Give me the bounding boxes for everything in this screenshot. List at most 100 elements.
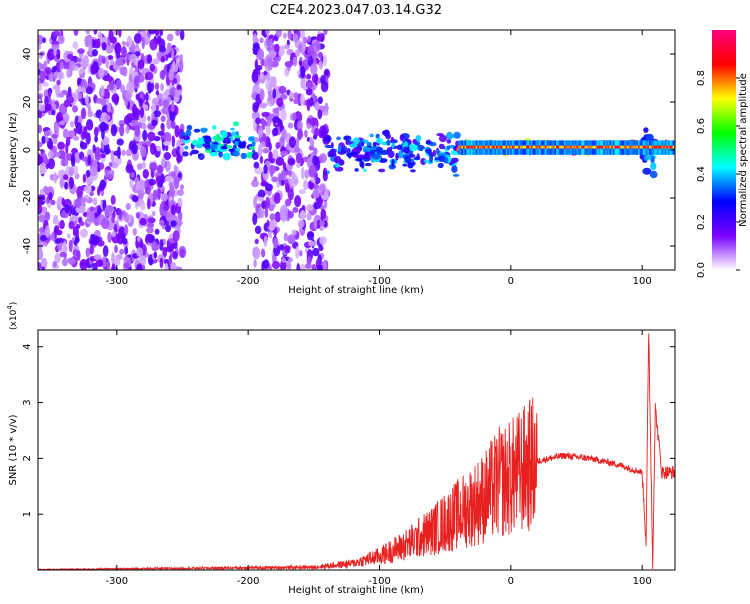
spectrogram-ridge [603, 145, 606, 149]
spectrogram-ridge [554, 145, 557, 149]
spectrogram-cell [265, 30, 270, 36]
spectrogram-cell [106, 75, 113, 82]
spectrogram-cell [143, 34, 148, 42]
spectrogram-cell [114, 245, 118, 254]
y-tick-label: -40 [22, 238, 33, 254]
spectrogram-cell [170, 261, 177, 270]
spectrogram-cell [378, 168, 386, 173]
spectrogram-cell [95, 97, 104, 104]
spectrogram-cell [437, 162, 444, 169]
spectrogram-cell [160, 115, 166, 123]
spectrogram-cell [263, 164, 268, 175]
spectrogram-cell [307, 35, 312, 43]
x-tick-label: 100 [633, 576, 652, 587]
spectrogram-cell [252, 141, 256, 147]
spectrogram-cell [318, 245, 324, 252]
spectrogram-cell [259, 102, 268, 109]
spectrogram-ridge [584, 145, 587, 149]
spectrogram-ridge [538, 145, 541, 149]
spectrogram-cell [152, 189, 159, 199]
spectrogram-cell [165, 246, 174, 253]
y-tick-label: 4 [22, 344, 33, 350]
spectrogram-cell [306, 73, 312, 80]
spectrogram-cell [57, 150, 66, 160]
spectrogram-cell [265, 124, 271, 137]
spectrogram-cell [87, 154, 92, 166]
spectrogram-cell [280, 209, 287, 222]
spectrogram-cell [156, 145, 162, 152]
spectrogram-cell [305, 82, 314, 88]
spectrogram-cell [257, 189, 266, 199]
spectrogram-cell [279, 93, 288, 100]
spectrogram-cell [133, 33, 142, 44]
spectrogram-ridge [636, 145, 639, 149]
spectrogram-ridge [645, 145, 649, 149]
spectrogram-cell [299, 209, 306, 220]
spectrogram-cell [252, 105, 259, 113]
spectrogram-ridge [650, 145, 653, 149]
spectrogram-cell [296, 120, 303, 131]
spectrogram-cell [318, 184, 325, 191]
spectrogram-cell [54, 238, 62, 244]
spectrogram-cell [135, 237, 144, 250]
spectrogram-cell [233, 135, 242, 139]
spectrogram-cell [152, 58, 160, 65]
y-tick-label: 2 [22, 455, 33, 461]
snr-y-label: SNR (10 * v/v) [8, 414, 19, 485]
spectrogram-ridge [614, 145, 617, 149]
spectrogram-cell [132, 227, 137, 236]
spectrogram-cell [38, 83, 43, 92]
spectrogram-cell [154, 82, 160, 91]
spectrogram-cell [130, 119, 139, 127]
spectrogram-cell [313, 216, 318, 230]
spectrogram-cell [136, 263, 143, 270]
spectrogram-cell [275, 142, 281, 150]
spectrogram-cell [184, 145, 189, 150]
spectrogram-cell [319, 125, 327, 137]
spectrogram-cell [254, 225, 262, 235]
spectrogram-ridge [582, 145, 585, 149]
spectrogram-ridge [483, 145, 486, 149]
spectrogram-cell [140, 145, 147, 158]
spectrogram-cell [293, 92, 299, 99]
spectrogram-cell [455, 140, 459, 147]
spectrogram-cell [309, 117, 318, 126]
spectrogram-cell [165, 212, 173, 223]
spectrogram-cell [74, 198, 82, 209]
spectrogram-cell [372, 153, 381, 160]
spectrogram-ridge [578, 145, 581, 149]
spectrogram-cell [220, 145, 228, 150]
spectrogram-ridge [595, 145, 598, 149]
spectrogram-cell [90, 166, 98, 177]
spectrogram-cell [105, 114, 111, 121]
spectrogram-cell [101, 41, 107, 51]
snr-multiplier: (x104) [6, 302, 19, 330]
spectrogram-cell [287, 234, 296, 245]
spectrogram-cell [66, 233, 71, 239]
spectrogram-cell [287, 157, 296, 166]
spectrogram-cell [158, 45, 166, 53]
spectrogram-cell [306, 136, 311, 142]
spectrogram-cell [189, 152, 193, 156]
spectrogram-ridge [600, 145, 603, 149]
spectrogram-cell [324, 134, 332, 143]
spectrogram-cell [334, 162, 340, 168]
spectrogram-cell [337, 144, 342, 153]
spectrogram-cell [642, 167, 652, 175]
spectrogram-cell [98, 54, 103, 67]
spectrogram-cell [159, 239, 164, 251]
spectrogram-cell [173, 176, 180, 190]
spectrogram-cell [174, 266, 183, 270]
snr-multiplier-close: ) [9, 302, 19, 306]
spectrogram-cell [147, 82, 152, 95]
colorbar: 0.0 0.2 0.4 0.6 0.8 Normalized spectral ampl… [696, 30, 749, 278]
spectrogram-cell [139, 106, 145, 118]
spectrogram-cell [161, 105, 171, 115]
spectrogram-cell [287, 210, 294, 219]
spectrogram-cell [429, 154, 434, 163]
spectrogram-cell [115, 58, 124, 67]
spectrogram-cell [251, 71, 259, 83]
spectrogram-cell [79, 221, 85, 227]
spectrogram-cell [287, 122, 294, 129]
